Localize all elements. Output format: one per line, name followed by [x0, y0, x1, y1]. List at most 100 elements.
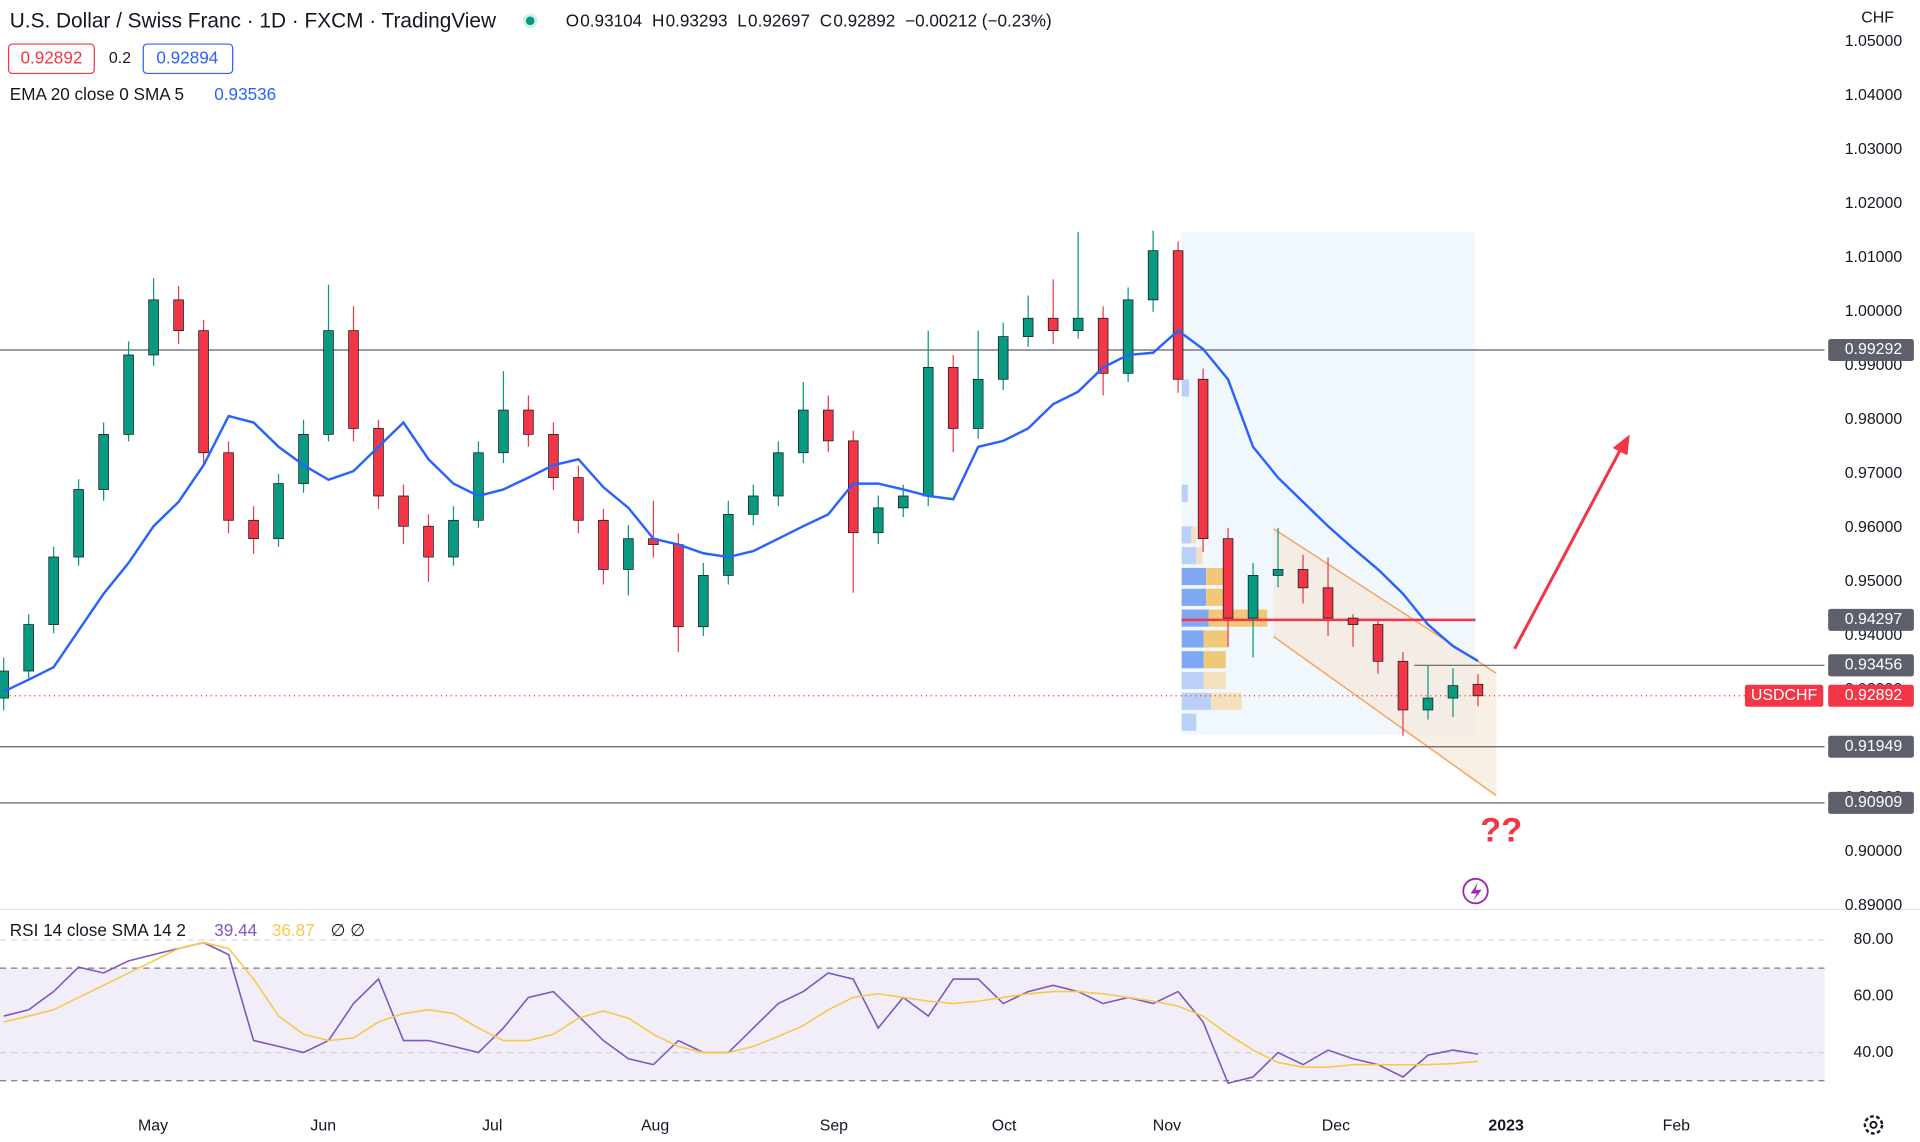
annotation: ?? — [1480, 811, 1522, 849]
x-tick-label: Jun — [310, 1117, 336, 1134]
candle-body — [997, 336, 1009, 380]
candle-body — [273, 483, 284, 540]
candle-body — [373, 428, 384, 497]
candle-body — [348, 330, 359, 429]
level-tag — [1828, 338, 1914, 362]
y-tick-label: 0.99000 — [1845, 357, 1903, 374]
candle-body — [1397, 660, 1409, 711]
ohlc-value: 0.93293 — [666, 11, 728, 31]
ohlc-label: O — [566, 11, 579, 31]
level-tag-label: 0.93456 — [1845, 657, 1903, 674]
candle-body — [323, 330, 334, 435]
ema-line — [3, 329, 1479, 693]
ohlc-value: 0.92892 — [833, 11, 895, 31]
candle-body — [748, 495, 759, 515]
candle-body — [623, 538, 634, 570]
candle-body — [198, 330, 209, 454]
candle-body — [698, 575, 709, 628]
candle-body — [723, 513, 734, 576]
x-tick-label: Oct — [992, 1117, 1017, 1134]
y-tick-label: 0.94000 — [1845, 627, 1903, 644]
bid-price: 0.92892 — [20, 47, 82, 67]
symbol-tag — [1744, 684, 1824, 707]
candle-body — [473, 452, 484, 521]
candle-body — [498, 409, 509, 454]
candle-body — [1322, 587, 1334, 619]
candle-body — [23, 624, 34, 672]
y-tick-label: 0.90000 — [1845, 843, 1903, 860]
x-tick-label: Aug — [641, 1117, 669, 1134]
rsi-legend: RSI 14 close SMA 14 2 — [10, 920, 186, 940]
candle-body — [73, 489, 84, 558]
spread: 0.2 — [109, 50, 131, 67]
candle-body — [148, 299, 159, 356]
y-tick-label: 1.00000 — [1845, 303, 1903, 320]
currency-label[interactable]: CHF — [1861, 10, 1894, 27]
y-tick-label: 60.00 — [1854, 988, 1894, 1005]
y-tick-label: 80.00 — [1854, 931, 1894, 948]
x-tick-label: Nov — [1153, 1117, 1181, 1134]
level-tag — [1828, 654, 1914, 677]
ema-legend: EMA 20 close 0 SMA 5 — [10, 84, 184, 104]
level-tag-label: 0.91949 — [1845, 738, 1903, 755]
candle-body — [123, 354, 134, 435]
candle-body — [248, 519, 259, 540]
candle-body — [98, 434, 109, 490]
rsi-band — [0, 968, 1825, 1081]
candle-body — [872, 507, 884, 534]
price-tag — [1828, 684, 1914, 707]
candle-body — [1472, 683, 1484, 697]
candle-body — [1297, 569, 1309, 589]
candle-body — [1222, 538, 1234, 619]
ohlc-label: C — [820, 11, 832, 31]
candle-body — [897, 495, 909, 509]
y-tick-label: 0.98000 — [1845, 411, 1903, 428]
rsi-sma-line — [3, 941, 1479, 1069]
x-tick-label: Feb — [1663, 1117, 1691, 1134]
rsi-line — [3, 941, 1479, 1085]
candle-body — [922, 367, 934, 497]
candle-body — [298, 434, 309, 484]
x-tick-label: 2023 — [1488, 1117, 1524, 1134]
settings-icon[interactable] — [1863, 1115, 1884, 1135]
event-icon-bolt — [1470, 882, 1482, 901]
y-tick-label: 0.97000 — [1845, 465, 1903, 482]
candle-body — [1122, 299, 1134, 374]
y-tick-label: 1.03000 — [1845, 141, 1903, 158]
candle-body — [423, 525, 434, 558]
candle-body — [947, 367, 959, 429]
candle-body — [523, 409, 534, 435]
y-tick-label: 1.02000 — [1845, 195, 1903, 212]
ask-box[interactable] — [142, 43, 234, 75]
candle-body — [798, 409, 809, 454]
volume-profile — [1181, 379, 1268, 731]
y-tick-label: 0.95000 — [1845, 573, 1903, 590]
rsi-sma-legend-value: 36.87 — [272, 920, 315, 940]
price-change: −0.00212 (−0.23%) — [905, 11, 1052, 31]
event-icon[interactable] — [1462, 877, 1489, 905]
candle-body — [1022, 317, 1034, 337]
candle-body — [1047, 317, 1059, 332]
market-status-dot — [525, 16, 535, 26]
symbol-title: U.S. Dollar / Swiss Franc · 1D · FXCM · … — [10, 10, 497, 33]
level-tag-label: 0.99292 — [1845, 341, 1903, 358]
arrow-head — [1612, 434, 1630, 456]
x-tick-label: Jul — [482, 1117, 502, 1134]
y-tick-label: 1.01000 — [1845, 249, 1903, 266]
candle-body — [1422, 697, 1434, 711]
candle-body — [548, 434, 559, 478]
ohlc-value: 0.92697 — [748, 11, 810, 31]
candle-body — [48, 556, 59, 625]
bid-box[interactable] — [7, 43, 95, 75]
candle-body — [847, 440, 859, 534]
channel-lower — [1273, 635, 1497, 797]
candle-body — [972, 378, 984, 429]
symbol-tag-label: USDCHF — [1751, 687, 1818, 704]
candle-body — [823, 409, 834, 442]
price-tag-label: 0.92892 — [1845, 687, 1903, 704]
candle-body — [598, 519, 609, 570]
level-tag — [1828, 735, 1914, 758]
y-tick-label: 1.05000 — [1845, 33, 1903, 50]
y-tick-label: 0.96000 — [1845, 519, 1903, 536]
